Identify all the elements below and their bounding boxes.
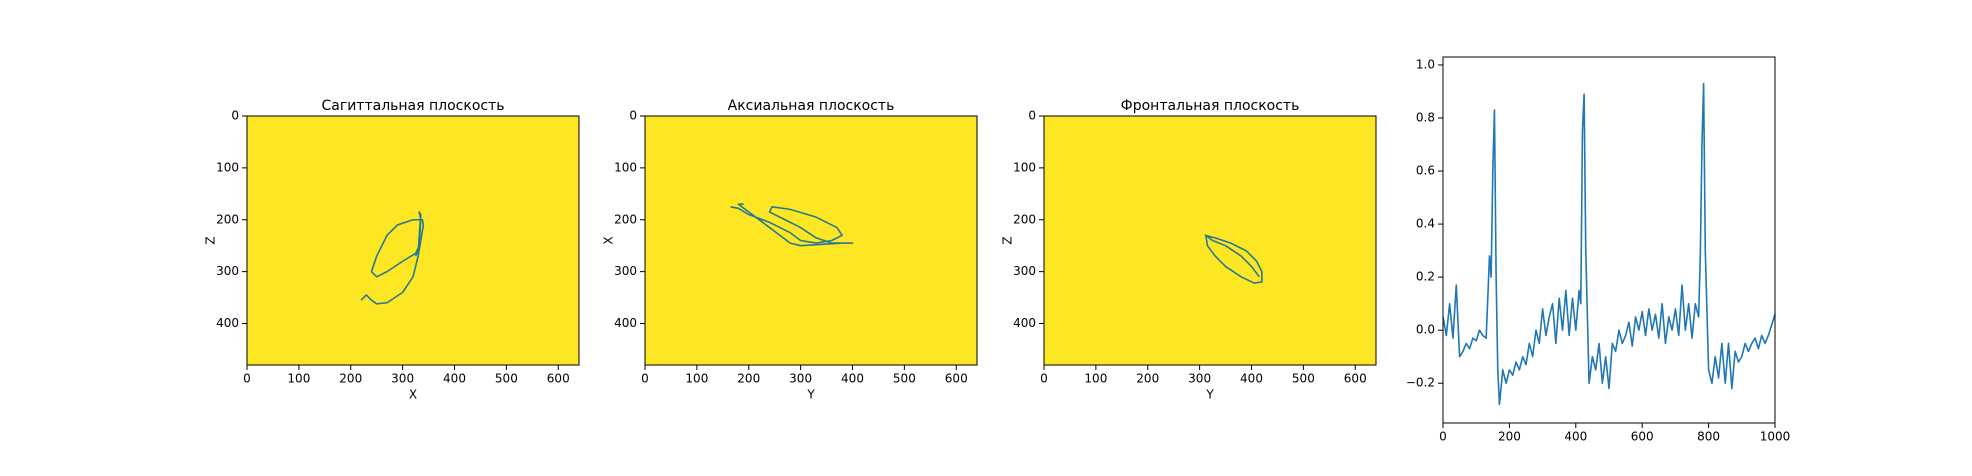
x-tick-label: 400 xyxy=(1564,430,1587,444)
axes-title: Фронтальная плоскость xyxy=(1121,98,1300,114)
x-tick-label: 100 xyxy=(685,372,708,386)
image-area xyxy=(645,116,977,365)
axes-frame xyxy=(246,115,580,366)
x-axis-label: Y xyxy=(1205,388,1214,402)
y-tick-label: 0.8 xyxy=(1416,111,1435,125)
y-tick-label: 0 xyxy=(629,109,637,123)
x-tick-label: 0 xyxy=(1439,430,1447,444)
x-tick-label: 100 xyxy=(287,372,310,386)
data-line xyxy=(1204,234,1263,284)
x-tick-label: 200 xyxy=(1498,430,1521,444)
y-tick-label: 400 xyxy=(216,316,239,330)
axes-title: Аксиальная плоскость xyxy=(728,98,895,114)
y-tick-label: 0.4 xyxy=(1416,217,1435,231)
y-tick-label: 0.2 xyxy=(1416,270,1435,284)
x-tick-label: 400 xyxy=(443,372,466,386)
x-tick-label: 100 xyxy=(1084,372,1107,386)
x-tick-label: 600 xyxy=(945,372,968,386)
data-line xyxy=(1442,82,1776,406)
x-axis-label: X xyxy=(409,388,417,402)
data-line xyxy=(360,211,425,305)
y-tick-label: 0 xyxy=(1028,109,1036,123)
y-tick-label: 200 xyxy=(216,212,239,226)
y-tick-label: 0.6 xyxy=(1416,164,1435,178)
y-tick-label: 0 xyxy=(231,109,239,123)
y-axis-label: Z xyxy=(1001,236,1015,244)
axes-frame xyxy=(644,115,978,366)
x-tick-label: 200 xyxy=(339,372,362,386)
x-tick-label: 0 xyxy=(243,372,251,386)
data-line xyxy=(730,203,854,247)
image-area xyxy=(1044,116,1376,365)
y-tick-label: 0.0 xyxy=(1416,323,1435,337)
x-tick-label: 600 xyxy=(1344,372,1367,386)
y-tick-label: 100 xyxy=(216,160,239,174)
x-tick-label: 200 xyxy=(1136,372,1159,386)
y-tick-label: 200 xyxy=(1013,212,1036,226)
y-tick-label: 300 xyxy=(614,264,637,278)
y-tick-label: 1.0 xyxy=(1416,57,1435,71)
y-tick-label: 200 xyxy=(614,212,637,226)
y-tick-label: 300 xyxy=(1013,264,1036,278)
x-tick-label: 1000 xyxy=(1760,430,1791,444)
y-tick-label: 100 xyxy=(614,160,637,174)
x-tick-label: 300 xyxy=(1188,372,1211,386)
x-tick-label: 300 xyxy=(789,372,812,386)
x-tick-label: 400 xyxy=(1240,372,1263,386)
x-tick-label: 600 xyxy=(547,372,570,386)
axes-frame xyxy=(1442,56,1776,424)
x-tick-label: 400 xyxy=(841,372,864,386)
x-tick-label: 0 xyxy=(641,372,649,386)
axes-title: Сагиттальная плоскость xyxy=(322,98,505,114)
x-tick-label: 500 xyxy=(893,372,916,386)
image-area xyxy=(247,116,579,365)
x-tick-label: 500 xyxy=(495,372,518,386)
x-tick-label: 800 xyxy=(1697,430,1720,444)
x-tick-label: 500 xyxy=(1292,372,1315,386)
y-axis-label: Z xyxy=(204,236,218,244)
y-tick-label: 400 xyxy=(1013,316,1036,330)
x-tick-label: 300 xyxy=(391,372,414,386)
y-tick-label: 100 xyxy=(1013,160,1036,174)
x-tick-label: 0 xyxy=(1040,372,1048,386)
y-tick-label: 400 xyxy=(614,316,637,330)
x-tick-label: 200 xyxy=(737,372,760,386)
axes-frame xyxy=(1043,115,1377,366)
y-axis-label: X xyxy=(602,236,616,244)
y-tick-label: −0.2 xyxy=(1406,376,1435,390)
x-tick-label: 600 xyxy=(1631,430,1654,444)
x-axis-label: Y xyxy=(806,388,815,402)
y-tick-label: 300 xyxy=(216,264,239,278)
